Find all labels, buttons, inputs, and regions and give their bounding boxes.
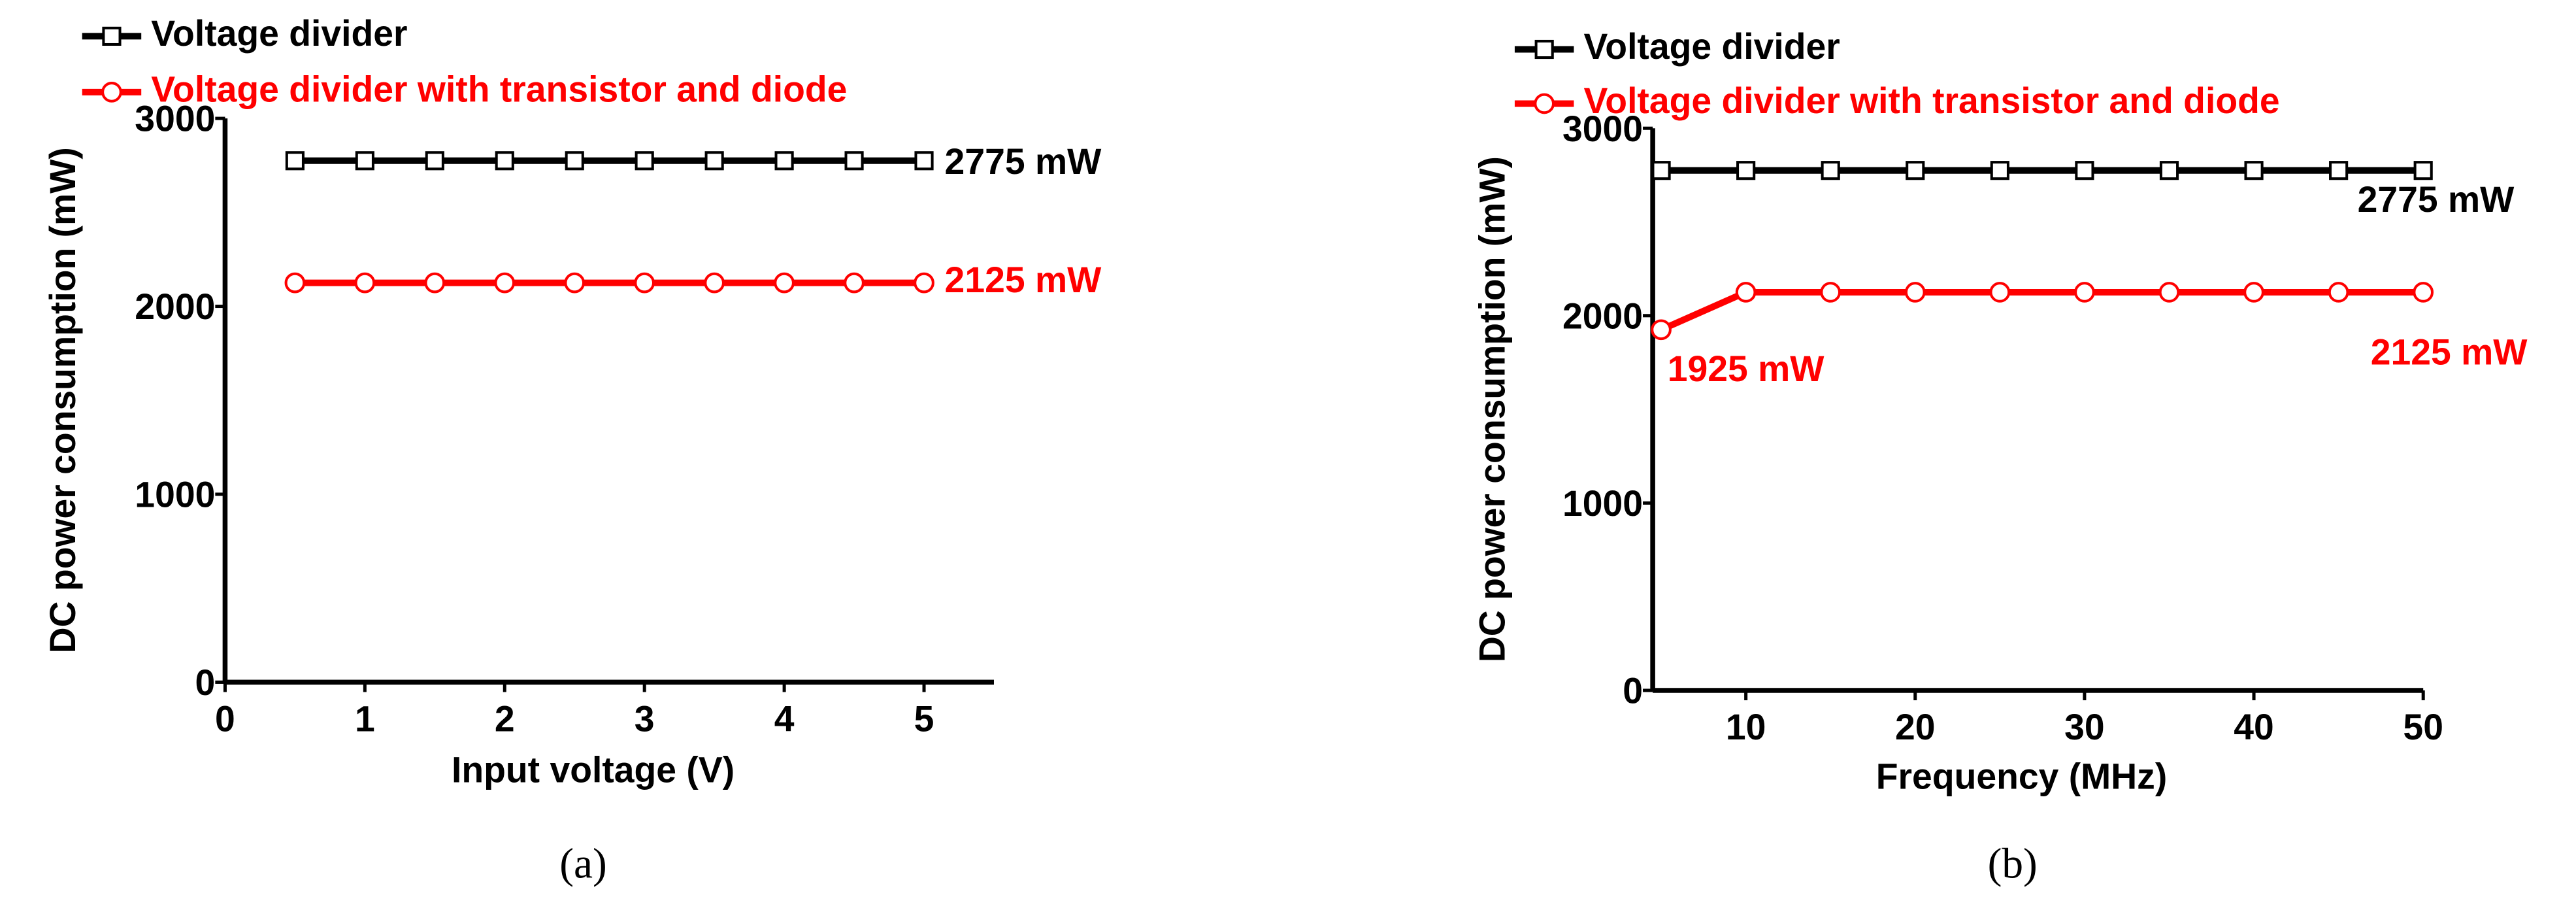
x-tick-label: 20	[1895, 707, 1936, 747]
data-point	[2244, 161, 2264, 180]
data-point	[914, 272, 934, 294]
data-point	[1904, 282, 1926, 303]
data-point	[2075, 161, 2094, 180]
data-point	[1735, 282, 1757, 303]
annotation: 2125 mW	[945, 260, 1102, 300]
y-tick-label: 1000	[1562, 483, 1643, 524]
series-line	[1660, 288, 2424, 333]
legend-marker	[1534, 39, 1554, 59]
data-point	[2074, 282, 2095, 303]
x-tick-label: 10	[1726, 707, 1766, 747]
data-point	[2413, 282, 2434, 303]
data-point	[635, 151, 654, 171]
x-tick-label: 40	[2234, 707, 2274, 747]
y-tick-label: 0	[1623, 671, 1643, 711]
data-point	[774, 272, 795, 294]
data-point	[2329, 161, 2349, 180]
data-point	[1989, 282, 2011, 303]
legend-label: Voltage divider	[1584, 26, 1840, 67]
x-axis-label: Frequency (MHz)	[1876, 756, 2167, 796]
y-tick-label: 3000	[135, 99, 215, 139]
data-point	[704, 272, 725, 294]
y-tick-label: 2000	[1562, 296, 1643, 336]
data-point	[284, 272, 306, 294]
y-tick-label: 0	[195, 662, 216, 703]
x-tick-label: 3	[635, 698, 655, 739]
legend-marker	[1534, 93, 1555, 114]
data-point	[2243, 282, 2264, 303]
annotation: 2775 mW	[945, 141, 1102, 182]
x-axis-label: Input voltage (V)	[452, 749, 735, 790]
data-point	[2328, 282, 2349, 303]
caption: (b)	[1988, 841, 2038, 888]
x-tick-label: 4	[774, 698, 795, 739]
annotation: 2125 mW	[2371, 332, 2528, 373]
data-point	[2158, 282, 2180, 303]
data-point	[1820, 282, 1841, 303]
data-point	[1821, 161, 1840, 180]
x-tick-label: 1	[355, 698, 375, 739]
data-point	[844, 151, 864, 171]
data-point	[1906, 161, 1925, 180]
legend-label: Voltage divider	[151, 13, 407, 54]
x-tick-label: 5	[914, 698, 934, 739]
data-point	[2413, 161, 2433, 180]
x-tick-label: 0	[215, 698, 235, 739]
data-point	[355, 151, 374, 171]
y-tick-label: 3000	[1562, 109, 1643, 149]
data-point	[634, 272, 655, 294]
data-point	[1651, 161, 1671, 180]
annotation: 2775 mW	[2358, 179, 2515, 220]
legend-marker	[101, 82, 122, 103]
data-point	[424, 272, 446, 294]
data-point	[495, 151, 514, 171]
legend-label: Voltage divider with transistor and diod…	[1584, 80, 2280, 121]
data-point	[565, 151, 584, 171]
data-point	[2159, 161, 2179, 180]
y-tick-label: 2000	[135, 286, 215, 327]
annotation: 1925 mW	[1668, 348, 1825, 389]
caption: (a)	[559, 841, 607, 888]
x-tick-label: 2	[495, 698, 515, 739]
legend-label: Voltage divider with transistor and diod…	[151, 69, 847, 109]
data-point	[494, 272, 516, 294]
y-tick-label: 1000	[135, 475, 215, 515]
data-point	[564, 272, 586, 294]
data-point	[425, 151, 444, 171]
data-point	[1736, 161, 1756, 180]
data-point	[1990, 161, 2009, 180]
data-point	[704, 151, 724, 171]
data-point	[285, 151, 305, 171]
data-point	[774, 151, 794, 171]
data-point	[1651, 319, 1672, 341]
data-point	[914, 151, 934, 171]
x-tick-label: 30	[2064, 707, 2105, 747]
legend-marker	[102, 26, 122, 46]
y-axis-label: DC power consumption (mW)	[1472, 156, 1512, 662]
y-axis-label: DC power consumption (mW)	[42, 147, 83, 653]
data-point	[844, 272, 865, 294]
x-tick-label: 50	[2403, 707, 2443, 747]
data-point	[354, 272, 376, 294]
